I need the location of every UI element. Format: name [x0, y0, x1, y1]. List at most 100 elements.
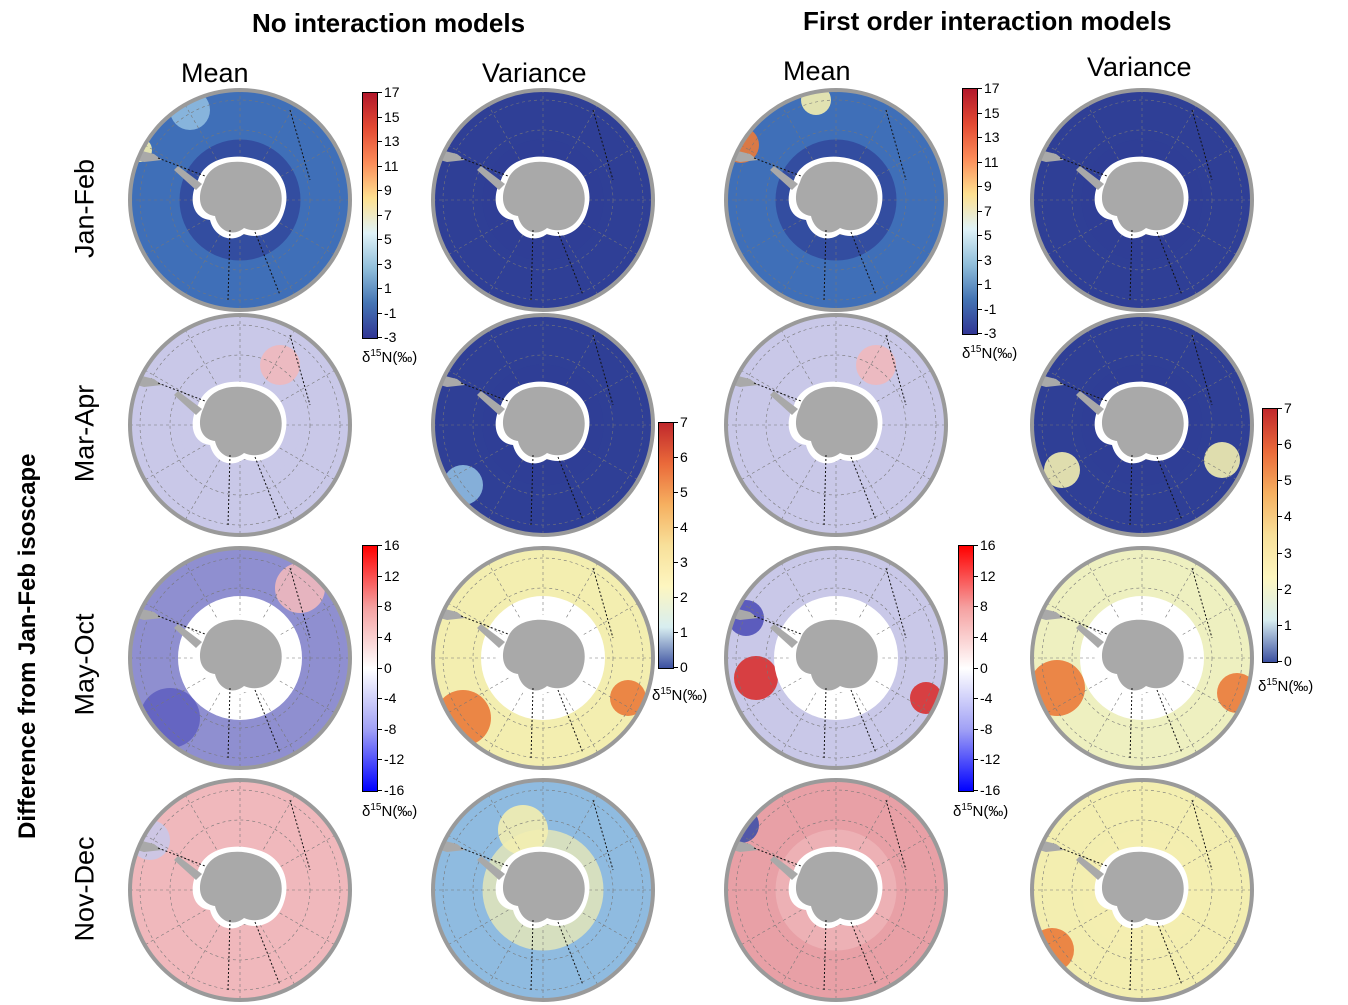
colorbar-tick-label: 1: [1284, 616, 1292, 633]
map-panel-r2-c1: [128, 313, 352, 537]
colorbar-tick-mark: [973, 636, 978, 638]
colorbar-tick-mark: [377, 667, 382, 669]
colorbar-tick-label: -3: [384, 329, 397, 345]
colorbar-tick-mark: [673, 597, 678, 598]
colorbar-tick-mark: [673, 422, 678, 423]
colorbar-tick-label: 7: [984, 202, 992, 219]
colorbar-tick-label: -8: [384, 720, 397, 737]
colorbar-tick-label: 16: [384, 537, 400, 553]
colorbar-tick-label: 1: [984, 276, 992, 292]
side-title: Difference from Jan-Feb isoscape: [14, 453, 41, 839]
map-panel-r1-c2: [431, 88, 655, 312]
colorbar-tick-mark: [973, 606, 978, 608]
colorbar-tick-mark: [377, 116, 382, 118]
colorbar-tick-mark: [377, 728, 382, 730]
colorbar-tick-mark: [1277, 480, 1282, 482]
group-title-no-interaction: No interaction models: [252, 8, 526, 38]
colorbar-tick-mark: [977, 235, 982, 236]
colorbar-tick-label: 3: [1284, 544, 1292, 561]
row-label-mar-apr: Mar-Apr: [69, 384, 100, 483]
colorbar-tick-mark: [977, 284, 982, 285]
colorbar-tick-label: -1: [384, 304, 397, 321]
colorbar-tick-mark: [977, 186, 982, 187]
colorbar-tick-label: 8: [980, 598, 988, 615]
colorbar-tick-mark: [377, 165, 382, 167]
colorbar-cb5: [362, 545, 378, 792]
colorbar-tick-label: 3: [680, 554, 688, 570]
colorbar-tick-mark: [977, 112, 982, 114]
map-panel-r1-c1: [128, 88, 352, 312]
map-panel-r4-c3: [724, 778, 948, 1002]
colorbar-tick-label: 11: [984, 153, 999, 170]
colorbar-tick-label: 6: [1284, 436, 1292, 453]
colorbar-tick-mark: [973, 545, 978, 546]
colorbar-tick-mark: [977, 333, 982, 334]
map-panel-r2-c3: [724, 313, 948, 537]
colorbar-tick-mark: [673, 667, 678, 668]
colorbar-unit-label: δ15N(‰): [953, 802, 1009, 820]
colorbar-tick-label: -16: [384, 782, 405, 798]
colorbar-tick-label: 12: [384, 567, 400, 584]
colorbar-tick-label: 5: [680, 484, 688, 500]
colorbar-tick-label: -3: [984, 325, 997, 341]
colorbar-tick-mark: [377, 790, 382, 791]
map-panel-r1-c3: [724, 88, 948, 312]
colorbar-unit-label: δ15N(‰): [652, 686, 708, 704]
map-panel-r3-c4: [1030, 546, 1254, 770]
colorbar-tick-label: 12: [980, 567, 996, 584]
colorbar-tick-mark: [377, 288, 382, 289]
colorbar-tick-label: 7: [384, 206, 392, 223]
colorbar-tick-label: 4: [680, 519, 688, 535]
colorbar-tick-mark: [377, 312, 382, 314]
map-panel-r4-c4: [1030, 778, 1254, 1002]
column-header-variance-1: Variance: [482, 58, 587, 88]
map-panel-r4-c2: [431, 778, 655, 1002]
colorbar-tick-label: -4: [980, 690, 993, 707]
colorbar-tick-mark: [377, 141, 382, 142]
colorbar-tick-label: 1: [680, 624, 688, 640]
colorbar-tick-mark: [377, 214, 382, 216]
colorbar-tick-mark: [377, 92, 382, 93]
colorbar-tick-mark: [1277, 444, 1282, 446]
colorbar-tick-label: -12: [980, 751, 1001, 768]
colorbar-tick-mark: [673, 632, 678, 633]
colorbar-tick-label: 17: [384, 84, 400, 100]
colorbar-tick-mark: [377, 337, 382, 338]
colorbar-tick-mark: [977, 210, 982, 212]
colorbar-tick-mark: [673, 562, 678, 563]
map-panel-r2-c2: [431, 313, 655, 537]
colorbar-tick-mark: [673, 457, 678, 458]
colorbar-tick-mark: [973, 575, 978, 577]
map-panel-r4-c1: [128, 778, 352, 1002]
colorbar-tick-mark: [977, 88, 982, 89]
map-panel-r1-c4: [1030, 88, 1254, 312]
colorbar-tick-label: 11: [384, 157, 399, 174]
colorbar-tick-mark: [673, 527, 678, 528]
colorbar-tick-mark: [1277, 588, 1282, 590]
colorbar-tick-mark: [1277, 661, 1282, 662]
colorbar-tick-label: 7: [1284, 400, 1292, 416]
colorbar-tick-mark: [377, 190, 382, 191]
colorbar-tick-mark: [977, 308, 982, 310]
colorbar-tick-mark: [1277, 552, 1282, 554]
colorbar-tick-mark: [1277, 516, 1282, 518]
colorbar-tick-mark: [377, 606, 382, 608]
colorbar-tick-label: 13: [984, 129, 1000, 145]
colorbar-tick-label: 3: [984, 251, 992, 268]
colorbar-cb3: [658, 422, 674, 669]
map-panel-r3-c1: [128, 546, 352, 770]
colorbar-tick-label: 5: [384, 231, 392, 247]
colorbar-tick-label: 1: [384, 280, 392, 296]
colorbar-tick-label: 13: [384, 133, 400, 149]
map-panel-r3-c2: [431, 546, 655, 770]
colorbar-cb2: [962, 88, 978, 335]
colorbar-tick-mark: [973, 759, 978, 761]
colorbar-tick-label: -16: [980, 782, 1001, 798]
colorbar-tick-mark: [973, 698, 978, 700]
colorbar-tick-label: 15: [384, 108, 400, 125]
colorbar-tick-label: 15: [984, 104, 1000, 121]
map-panel-r2-c4: [1030, 313, 1254, 537]
colorbar-tick-mark: [973, 728, 978, 730]
colorbar-tick-mark: [973, 667, 978, 669]
colorbar-cb4: [1262, 408, 1278, 663]
